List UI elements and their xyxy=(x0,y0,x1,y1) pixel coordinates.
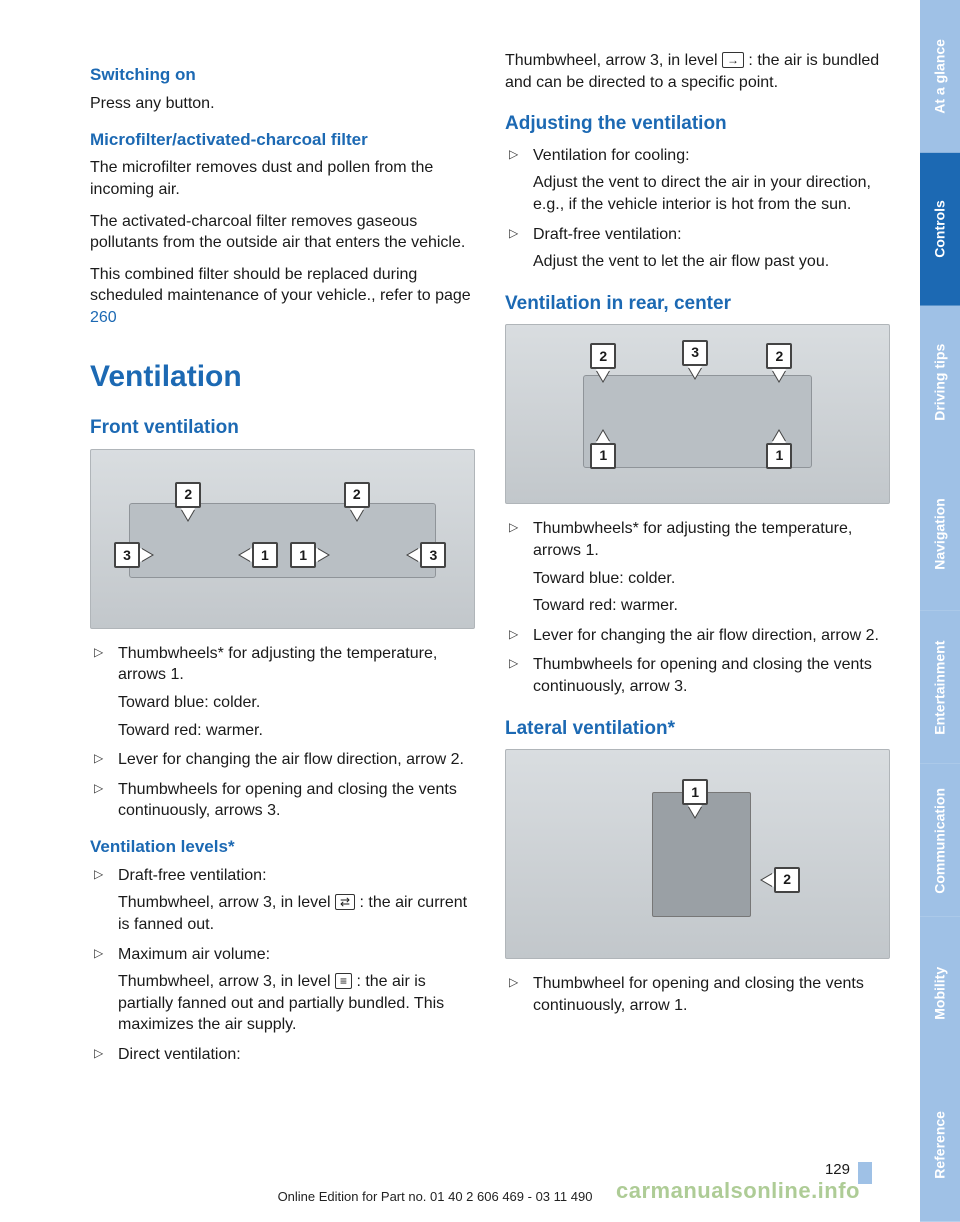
callout-2: 2 xyxy=(590,343,616,369)
list-text: Thumbwheels* for adjusting the temperatu… xyxy=(533,518,890,561)
callout-1: 1 xyxy=(682,779,708,805)
list-item: Thumbwheels* for adjusting the temperatu… xyxy=(505,518,890,616)
callout-3: 3 xyxy=(682,340,708,366)
callout-3: 3 xyxy=(114,542,140,568)
list-item: Maximum air volume: Thumbwheel, arrow 3,… xyxy=(90,944,475,1036)
list-item: Thumbwheels for opening and closing the … xyxy=(90,779,475,822)
side-tab-navigation[interactable]: Navigation xyxy=(920,458,960,611)
text-span: Thumbwheel, arrow 3, in level xyxy=(118,894,335,911)
text-microfilter-3a: This combined filter should be replaced … xyxy=(90,266,471,305)
page-number-bar xyxy=(858,1162,872,1184)
watermark: carmanualsonline.info xyxy=(616,1176,860,1206)
max-air-icon: ≡ xyxy=(335,973,352,989)
list-adjusting: Ventilation for cooling: Adjust the vent… xyxy=(505,145,890,273)
list-item: Draft-free ventilation: Thumbwheel, arro… xyxy=(90,865,475,936)
heading-front-ventilation: Front ventilation xyxy=(90,415,475,441)
list-text: Thumbwheel, arrow 3, in level ⇄ : the ai… xyxy=(118,892,475,935)
link-page-260[interactable]: 260 xyxy=(90,309,117,326)
list-text: Adjust the vent to direct the air in you… xyxy=(533,172,890,215)
heading-microfilter: Microfilter/activated-charcoal filter xyxy=(90,129,475,152)
list-item: Thumbwheels for opening and closing the … xyxy=(505,654,890,697)
callout-3: 3 xyxy=(420,542,446,568)
list-text: Toward blue: colder. xyxy=(118,692,475,714)
list-text: Toward blue: colder. xyxy=(533,568,890,590)
list-text: Direct ventilation: xyxy=(118,1044,475,1066)
list-item: Thumbwheels* for adjusting the temperatu… xyxy=(90,643,475,741)
list-text: Thumbwheel for opening and closing the v… xyxy=(533,973,890,1016)
callout-2: 2 xyxy=(774,867,800,893)
content-area: Switching on Press any button. Microfilt… xyxy=(0,0,920,1222)
text-microfilter-1: The microfilter removes dust and pollen … xyxy=(90,157,475,200)
list-text: Thumbwheels for opening and closing the … xyxy=(533,654,890,697)
side-tab-reference[interactable]: Reference xyxy=(920,1069,960,1222)
list-front-ventilation: Thumbwheels* for adjusting the temperatu… xyxy=(90,643,475,822)
list-text: Ventilation for cooling: xyxy=(533,145,890,167)
list-text: Toward red: warmer. xyxy=(118,720,475,742)
page: Switching on Press any button. Microfilt… xyxy=(0,0,960,1222)
heading-lateral-ventilation: Lateral ventilation* xyxy=(505,716,890,742)
figure-lateral-ventilation: 12 xyxy=(505,749,890,959)
side-tab-entertainment[interactable]: Entertainment xyxy=(920,611,960,764)
list-rear-ventilation: Thumbwheels* for adjusting the temperatu… xyxy=(505,518,890,697)
side-tabs: At a glanceControlsDriving tipsNavigatio… xyxy=(920,0,960,1222)
heading-adjusting-ventilation: Adjusting the ventilation xyxy=(505,111,890,137)
list-ventilation-levels: Draft-free ventilation: Thumbwheel, arro… xyxy=(90,865,475,1066)
list-item: Lever for changing the air flow directio… xyxy=(505,625,890,647)
list-text: Thumbwheel, arrow 3, in level ≡ : the ai… xyxy=(118,971,475,1036)
list-item: Draft-free ventilation: Adjust the vent … xyxy=(505,224,890,273)
side-tab-at-a-glance[interactable]: At a glance xyxy=(920,0,960,153)
callout-1: 1 xyxy=(590,443,616,469)
side-tab-controls[interactable]: Controls xyxy=(920,153,960,306)
list-text: Lever for changing the air flow directio… xyxy=(533,625,890,647)
right-column: Thumbwheel, arrow 3, in level → : the ai… xyxy=(505,50,890,1192)
list-text: Draft-free ventilation: xyxy=(533,224,890,246)
list-text: Maximum air volume: xyxy=(118,944,475,966)
list-text: Thumbwheels for opening and closing the … xyxy=(118,779,475,822)
text-direct-vent-cont: Thumbwheel, arrow 3, in level → : the ai… xyxy=(505,50,890,93)
callout-1: 1 xyxy=(252,542,278,568)
list-item: Direct ventilation: xyxy=(90,1044,475,1066)
vent-panel-graphic xyxy=(129,503,435,578)
text-span: Thumbwheel, arrow 3, in level xyxy=(505,52,722,69)
list-text: Adjust the vent to let the air flow past… xyxy=(533,251,890,273)
side-tab-mobility[interactable]: Mobility xyxy=(920,917,960,1070)
list-item: Ventilation for cooling: Adjust the vent… xyxy=(505,145,890,216)
callout-1: 1 xyxy=(290,542,316,568)
left-column: Switching on Press any button. Microfilt… xyxy=(90,50,475,1192)
callout-2: 2 xyxy=(175,482,201,508)
callout-2: 2 xyxy=(766,343,792,369)
callout-1: 1 xyxy=(766,443,792,469)
list-text: Lever for changing the air flow directio… xyxy=(118,749,475,771)
figure-front-ventilation: 2 2 3 11 3 xyxy=(90,449,475,629)
heading-ventilation: Ventilation xyxy=(90,357,475,398)
list-lateral-ventilation: Thumbwheel for opening and closing the v… xyxy=(505,973,890,1016)
list-item: Thumbwheel for opening and closing the v… xyxy=(505,973,890,1016)
heading-ventilation-levels: Ventilation levels* xyxy=(90,836,475,859)
side-tab-communication[interactable]: Communication xyxy=(920,764,960,917)
figure-rear-ventilation: 2 3 2 1 1 xyxy=(505,324,890,504)
list-text: Toward red: warmer. xyxy=(533,595,890,617)
list-item: Lever for changing the air flow directio… xyxy=(90,749,475,771)
direct-air-icon: → xyxy=(722,52,744,68)
list-text: Thumbwheels* for adjusting the temperatu… xyxy=(118,643,475,686)
text-switching-on: Press any button. xyxy=(90,93,475,115)
text-span: Thumbwheel, arrow 3, in level xyxy=(118,973,335,990)
text-microfilter-2: The activated-charcoal filter removes ga… xyxy=(90,211,475,254)
list-text: Draft-free ventilation: xyxy=(118,865,475,887)
fan-out-icon: ⇄ xyxy=(335,894,355,910)
heading-switching-on: Switching on xyxy=(90,64,475,87)
side-tab-driving-tips[interactable]: Driving tips xyxy=(920,306,960,459)
heading-rear-ventilation: Ventilation in rear, center xyxy=(505,291,890,317)
text-microfilter-3: This combined filter should be replaced … xyxy=(90,264,475,329)
callout-2: 2 xyxy=(344,482,370,508)
